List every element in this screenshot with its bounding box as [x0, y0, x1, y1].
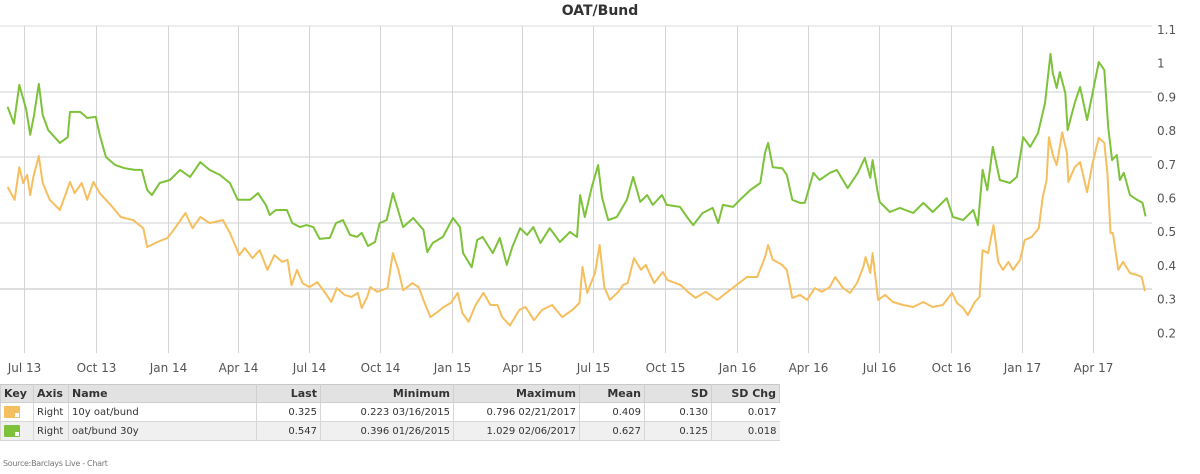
y-tick-label: 0.9 — [1157, 90, 1176, 104]
y-tick-label: 0.7 — [1157, 158, 1176, 172]
x-tick-label: Apr 17 — [1074, 361, 1114, 375]
x-tick-label: Jul 13 — [7, 361, 42, 375]
x-tick-label: Oct 13 — [77, 361, 117, 375]
series-line-oat-bund-30y — [6, 52, 1147, 269]
mean-cell: 0.409 — [579, 402, 645, 422]
x-axis-ticks: Jul 13 Oct 13 Jan 14 Apr 14 Jul 14 Oct 14 Jan … — [7, 361, 1114, 375]
x-tick-label: Apr 15 — [503, 361, 543, 375]
mean-cell: 0.627 — [579, 421, 645, 441]
chart-title: OAT/Bund — [561, 3, 639, 19]
series-line-10y-oat-bund — [6, 131, 1146, 327]
maximum-cell: 1.029 02/06/2017 — [453, 421, 580, 441]
y-tick-label: 1.1 — [1157, 23, 1176, 37]
x-tick-label: Oct 14 — [361, 361, 401, 375]
line-chart: Jul 13 Oct 13 Jan 14 Apr 14 Jul 14 Oct 14 Jan … — [0, 23, 1176, 375]
source-note: Source:Barclays Live - Chart — [3, 459, 108, 468]
gridlines — [0, 25, 1152, 353]
x-tick-label: Jan 16 — [718, 361, 757, 375]
last-cell: 0.547 — [256, 421, 321, 441]
last-cell: 0.325 — [256, 402, 321, 422]
sd-chg-cell: 0.018 — [711, 421, 780, 441]
y-tick-label: 0.2 — [1157, 326, 1176, 340]
col-mean: Mean — [579, 384, 645, 403]
y-tick-label: 1 — [1157, 57, 1165, 71]
y-tick-label: 0.4 — [1157, 259, 1176, 273]
col-maximum: Maximum — [453, 384, 580, 403]
table-row: Right 10y oat/bund 0.325 0.223 03/16/201… — [0, 402, 780, 422]
y-tick-label: 0.6 — [1157, 192, 1176, 206]
col-sd: SD — [644, 384, 712, 403]
x-tick-label: Jul 15 — [576, 361, 611, 375]
legend-stats-table: Key Axis Name Last Minimum Maximum Mean … — [0, 384, 780, 441]
col-last: Last — [256, 384, 321, 403]
name-cell: 10y oat/bund — [68, 402, 257, 422]
sd-cell: 0.125 — [644, 421, 712, 441]
col-key: Key — [0, 384, 34, 403]
series-lines — [6, 52, 1147, 327]
name-cell: oat/bund 30y — [68, 421, 257, 441]
x-tick-label: Jul 14 — [292, 361, 327, 375]
axis-cell: Right — [33, 402, 69, 422]
maximum-cell: 0.796 02/21/2017 — [453, 402, 580, 422]
x-tick-label: Jan 15 — [433, 361, 472, 375]
x-tick-label: Jan 17 — [1003, 361, 1042, 375]
x-tick-label: Oct 16 — [932, 361, 972, 375]
col-name: Name — [68, 384, 257, 403]
x-tick-label: Oct 15 — [646, 361, 686, 375]
col-axis: Axis — [33, 384, 69, 403]
y-tick-label: 0.5 — [1157, 225, 1176, 239]
sd-chg-cell: 0.017 — [711, 402, 780, 422]
col-sd-chg: SD Chg — [711, 384, 780, 403]
table-row: Right oat/bund 30y 0.547 0.396 01/26/201… — [0, 421, 780, 441]
series-key-swatch[interactable] — [4, 425, 20, 437]
x-tick-label: Apr 14 — [219, 361, 259, 375]
x-tick-label: Jan 14 — [149, 361, 188, 375]
y-axis-ticks: 1.1 1 0.9 0.8 0.7 0.6 0.5 0.4 0.3 0.2 — [1157, 23, 1176, 340]
minimum-cell: 0.223 03/16/2015 — [320, 402, 454, 422]
col-minimum: Minimum — [320, 384, 454, 403]
minimum-cell: 0.396 01/26/2015 — [320, 421, 454, 441]
x-tick-label: Jul 16 — [862, 361, 897, 375]
x-tick-label: Apr 16 — [789, 361, 829, 375]
axis-cell: Right — [33, 421, 69, 441]
y-tick-label: 0.3 — [1157, 293, 1176, 307]
y-tick-label: 0.8 — [1157, 124, 1176, 138]
sd-cell: 0.130 — [644, 402, 712, 422]
series-key-swatch[interactable] — [4, 406, 20, 418]
